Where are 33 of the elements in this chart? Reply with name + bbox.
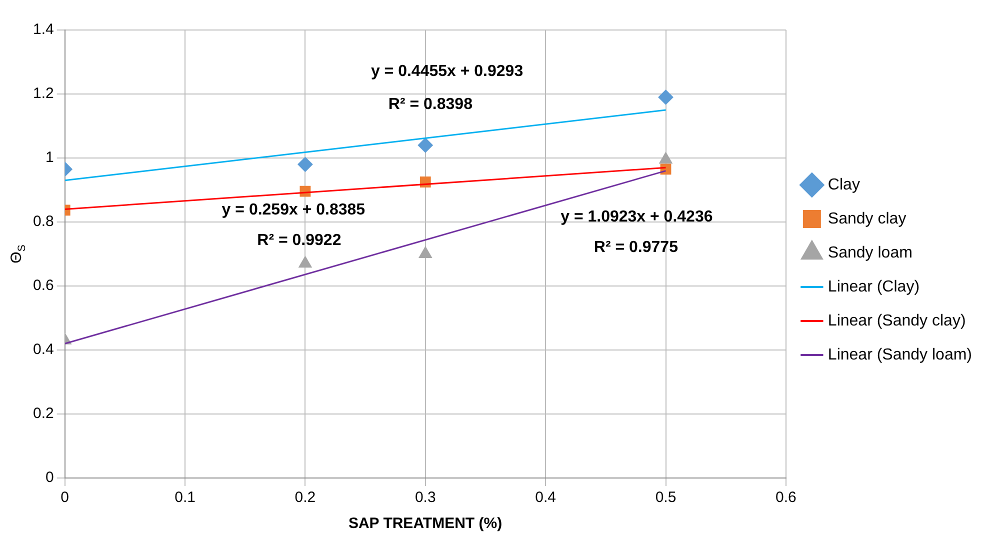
legend-label: Linear (Sandy loam) (828, 346, 972, 364)
point (418, 246, 432, 258)
y-tick-label: 1 (46, 149, 54, 166)
annotation: y = 0.259x + 0.8385 (222, 202, 366, 218)
annotation: R² = 0.8398 (388, 96, 473, 114)
annotation: y = 1.0923x + 0.4236 (560, 208, 713, 226)
y-tick-label: 0.6 (32, 277, 54, 294)
legend-label: Linear (Sandy clay) (828, 312, 966, 330)
x-tick-label: 0.1 (174, 489, 196, 506)
legend-label: Sandy loam (828, 244, 912, 262)
y-tick-label: 0.8 (32, 213, 54, 230)
annotation: y = 0.4455x + 0.9293 (370, 63, 524, 80)
y-axis-title: ΘS (8, 244, 28, 264)
legend-label: Linear (Clay) (828, 278, 920, 296)
y-tick-label: 0.2 (32, 405, 54, 422)
x-tick-label: 0.3 (414, 489, 436, 506)
legend-label: Clay (828, 176, 860, 194)
annotation: R² = 0.9775 (594, 239, 678, 256)
legend-label: Sandy clay (828, 210, 906, 228)
x-tick-label: 0.4 (535, 489, 556, 506)
x-tick-label: 0 (60, 489, 70, 506)
x-tick-label: 0.6 (776, 489, 796, 506)
point (298, 156, 313, 172)
y-tick-label: 0.4 (32, 341, 54, 358)
point (418, 138, 433, 153)
y-tick-label: 1.4 (32, 21, 54, 38)
y-tick-label: 1.2 (32, 85, 54, 102)
annotation: R² = 0.9922 (257, 232, 342, 249)
x-axis-title: SAP TREATMENT (%) (348, 515, 502, 532)
point (298, 256, 312, 268)
x-tick-label: 0.2 (294, 489, 316, 506)
x-tick-label: 0.5 (655, 489, 676, 506)
y-tick-label: 0 (46, 469, 54, 486)
